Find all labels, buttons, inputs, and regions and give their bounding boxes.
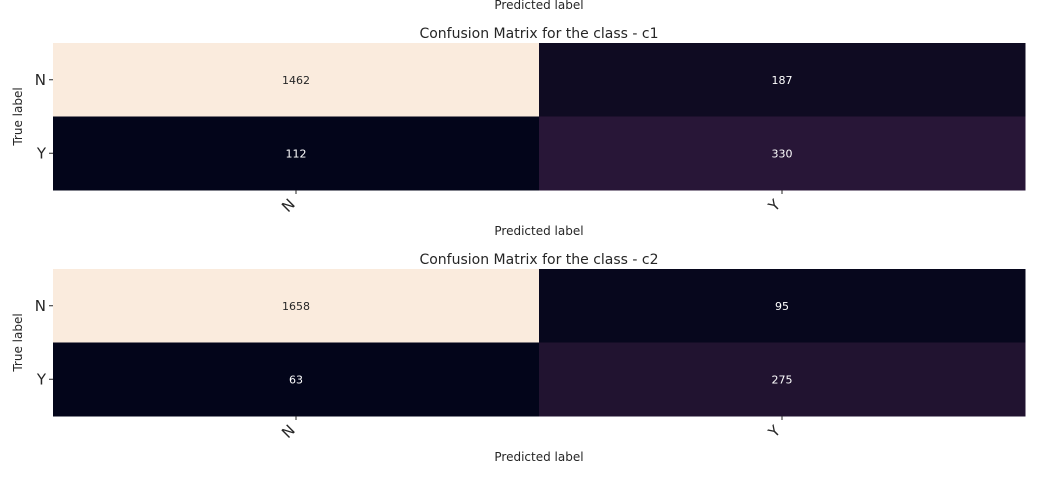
- x-tick-label: Y: [764, 421, 785, 442]
- y-axis-label: True label: [11, 87, 25, 146]
- heatmap-cell: [539, 342, 1026, 417]
- x-axis-label: Predicted label: [494, 224, 583, 238]
- heatmap-cell: [539, 43, 1026, 117]
- cell-value-label: 1462: [282, 74, 310, 87]
- y-tick-label: Y: [36, 144, 47, 162]
- cell-value-label: 63: [289, 373, 303, 386]
- x-tick-label: Y: [764, 195, 785, 216]
- x-tick-label: N: [278, 421, 299, 442]
- heatmap-cell: [539, 116, 1026, 191]
- heatmap-cell: [539, 269, 1026, 343]
- heatmap-cell: [53, 342, 540, 417]
- x-axis-label: Predicted label: [494, 450, 583, 464]
- heatmap-cell: [53, 116, 540, 191]
- cell-value-label: 330: [772, 147, 793, 160]
- cell-value-label: 95: [775, 300, 789, 313]
- y-tick-label: Y: [36, 370, 47, 388]
- heatmap-1: Confusion Matrix for the class - c1 1462 1…: [11, 26, 1026, 238]
- heatmap-2: Confusion Matrix for the class - c2 1658 9…: [11, 252, 1026, 464]
- x-tick-label: N: [278, 195, 299, 216]
- cell-value-label: 112: [286, 147, 307, 160]
- cell-value-label: 187: [772, 74, 793, 87]
- cell-value-label: 275: [772, 373, 793, 386]
- chart-title: Confusion Matrix for the class - c1: [419, 26, 658, 42]
- y-tick-label: N: [35, 71, 46, 89]
- chart-title: Confusion Matrix for the class - c2: [419, 252, 658, 268]
- y-axis-label: True label: [11, 313, 25, 372]
- top-xlabel-cropped: Predicted label: [494, 0, 583, 12]
- y-tick-label: N: [35, 297, 46, 315]
- heatmap-cell: [53, 269, 540, 343]
- heatmap-cell: [53, 43, 540, 117]
- cell-value-label: 1658: [282, 300, 310, 313]
